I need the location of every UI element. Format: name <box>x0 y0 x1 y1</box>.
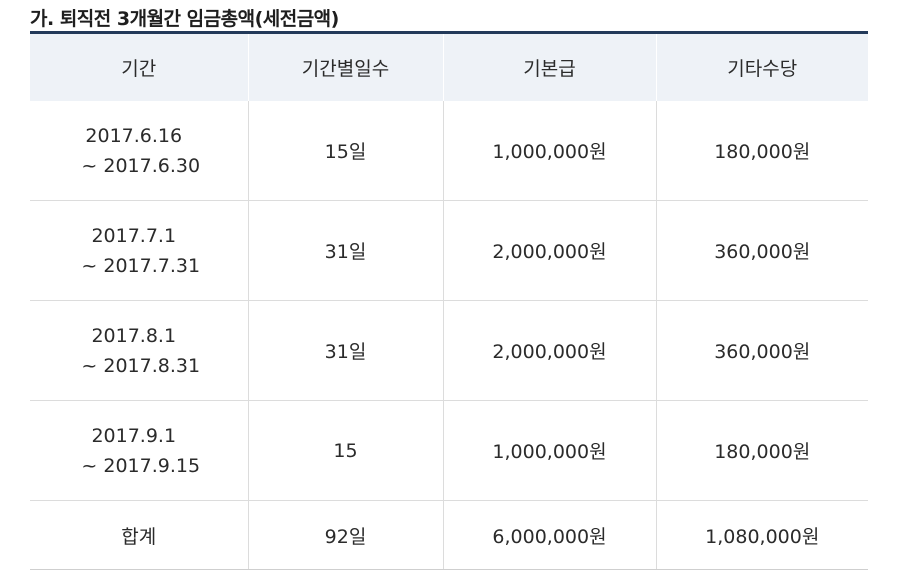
period-end: ~ 2017.7.31 <box>81 254 201 277</box>
header-period: 기간 <box>30 32 248 101</box>
header-base-pay: 기본급 <box>442 32 656 101</box>
total-base-pay: 6,000,000원 <box>442 500 656 570</box>
period-cell: 2017.8.1 ~ 2017.8.31 <box>30 300 248 401</box>
base-pay-cell: 2,000,000원 <box>442 300 656 401</box>
period-cell: 2017.9.1 ~ 2017.9.15 <box>30 400 248 501</box>
header-days: 기간별일수 <box>247 32 443 101</box>
header-other-allowance: 기타수당 <box>655 32 868 101</box>
total-other-allowance: 1,080,000원 <box>655 500 868 570</box>
table-row: 2017.7.1 ~ 2017.7.31 31일 2,000,000원 360,… <box>30 200 868 301</box>
period-start: 2017.9.1 <box>91 424 177 447</box>
period-end: ~ 2017.9.15 <box>81 454 201 477</box>
other-allowance-cell: 180,000원 <box>655 101 868 201</box>
period-start: 2017.8.1 <box>91 324 177 347</box>
other-allowance-cell: 360,000원 <box>655 300 868 401</box>
other-allowance-cell: 360,000원 <box>655 200 868 301</box>
other-allowance-cell: 180,000원 <box>655 400 868 501</box>
period-cell: 2017.6.16 ~ 2017.6.30 <box>30 101 248 201</box>
base-pay-cell: 1,000,000원 <box>442 101 656 201</box>
base-pay-cell: 1,000,000원 <box>442 400 656 501</box>
table-row: 2017.6.16 ~ 2017.6.30 15일 1,000,000원 180… <box>30 101 868 201</box>
period-end: ~ 2017.8.31 <box>81 354 201 377</box>
total-row: 합계 92일 6,000,000원 1,080,000원 <box>30 500 868 570</box>
period-cell: 2017.7.1 ~ 2017.7.31 <box>30 200 248 301</box>
days-cell: 31일 <box>247 200 443 301</box>
period-end: ~ 2017.6.30 <box>81 154 201 177</box>
base-pay-cell: 2,000,000원 <box>442 200 656 301</box>
wage-table: 기간 기간별일수 기본급 기타수당 2017.6.16 ~ 2017.6.30 … <box>30 31 868 570</box>
days-cell: 15 <box>247 400 443 501</box>
days-cell: 15일 <box>247 101 443 201</box>
total-label: 합계 <box>30 500 248 570</box>
table-row: 2017.9.1 ~ 2017.9.15 15 1,000,000원 180,0… <box>30 400 868 501</box>
header-row: 기간 기간별일수 기본급 기타수당 <box>30 32 868 101</box>
days-cell: 31일 <box>247 300 443 401</box>
period-start: 2017.7.1 <box>91 224 177 247</box>
period-start: 2017.6.16 <box>85 124 183 147</box>
section-title: 가. 퇴직전 3개월간 임금총액(세전금액) <box>30 8 339 30</box>
total-days: 92일 <box>247 500 443 570</box>
table-row: 2017.8.1 ~ 2017.8.31 31일 2,000,000원 360,… <box>30 300 868 401</box>
